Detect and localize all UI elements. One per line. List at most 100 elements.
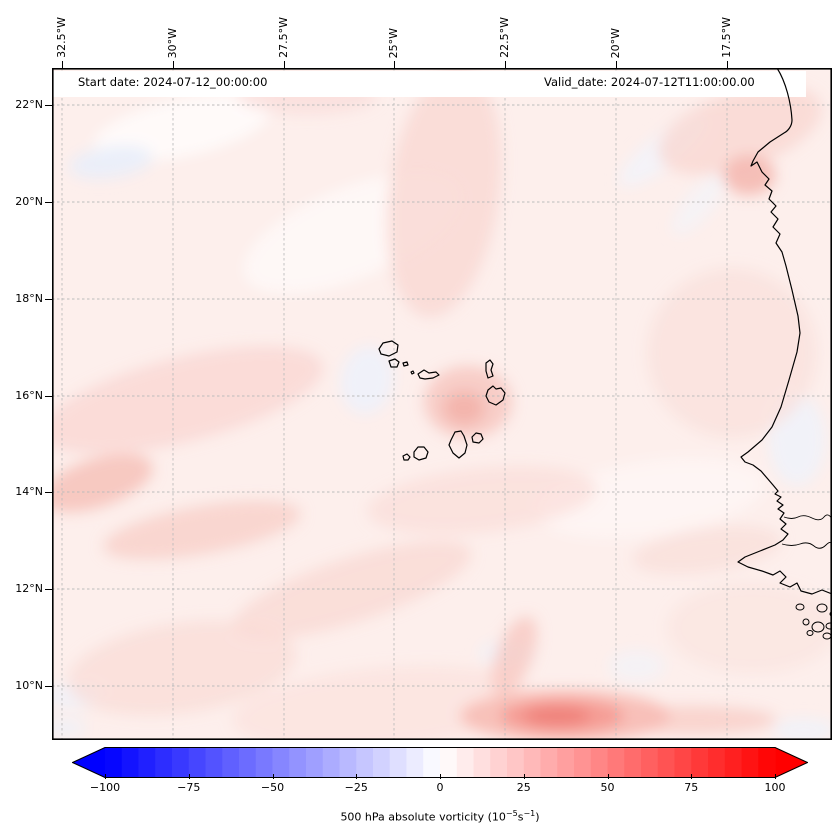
lat-tick-label: 18°N: [15, 292, 43, 305]
colorbar-segment: [523, 747, 542, 778]
colorbar-segment: [222, 747, 240, 778]
colorbar-tick-label: −75: [177, 781, 201, 794]
colorbar-label-suffix: ): [535, 810, 540, 824]
lat-tick-label: 12°N: [15, 582, 43, 595]
cape-verde-island-outline: [417, 369, 440, 380]
vorticity-blob: [67, 620, 297, 716]
colorbar-tick-mark: [607, 774, 609, 779]
colorbar-segment: [490, 747, 508, 778]
colorbar-segment: [406, 747, 424, 778]
colorbar-segment: [691, 747, 709, 778]
colorbar-segment: [255, 747, 274, 778]
lat-tick-label: 22°N: [15, 98, 43, 111]
colorbar-segment: [155, 747, 173, 778]
lon-tick-label: 17.5°W: [720, 17, 733, 58]
vorticity-blob: [52, 346, 324, 454]
lat-tick-label: 20°N: [15, 195, 43, 208]
colorbar-tick-label: 0: [436, 781, 444, 794]
colorbar-segment: [389, 747, 408, 778]
cape-verde-island-outline: [448, 430, 468, 459]
bijagos-island-outline: [825, 622, 832, 630]
colorbar-tick-mark: [272, 774, 274, 779]
bijagos-island-outline: [806, 630, 814, 636]
vorticity-blob: [103, 500, 301, 560]
vorticity-blob: [723, 155, 775, 195]
vorticity-blob: [340, 346, 394, 414]
start-date-annotation: Start date: 2024-07-12_00:00:00: [78, 75, 268, 89]
colorbar-segment: [356, 747, 374, 778]
colorbar-segment: [456, 747, 475, 778]
colorbar-segment: [741, 747, 759, 778]
colorbar-tick-label: −50: [260, 781, 285, 794]
colorbar-segment: [289, 747, 307, 778]
colorbar-tick-mark: [691, 774, 693, 779]
colorbar-segment: [540, 747, 558, 778]
vorticity-blob: [69, 145, 153, 179]
colorbar-segment: [138, 747, 156, 778]
colorbar-tick-mark: [356, 774, 358, 779]
river-line: [783, 514, 832, 521]
vorticity-blob: [524, 706, 590, 726]
colorbar-tick-label: 100: [764, 781, 786, 794]
colorbar-segment: [641, 747, 659, 778]
colorbar-segment: [473, 747, 491, 778]
cape-verde-island-outline: [388, 358, 400, 368]
vorticity-blob: [93, 94, 271, 162]
colorbar-segment: [121, 747, 140, 778]
cape-verde-island-outline: [402, 453, 411, 461]
lon-tick-label: 20°W: [609, 27, 622, 58]
colorbar-segment: [339, 747, 357, 778]
vorticity-blob: [609, 650, 665, 682]
colorbar-left-arrow: [72, 747, 105, 778]
africa-coastline: [737, 68, 832, 595]
vorticity-blob: [386, 68, 502, 318]
lon-tick-mark: [284, 61, 285, 68]
bijagos-island-outline: [811, 621, 825, 633]
vorticity-blob: [537, 457, 767, 539]
vorticity-blob: [658, 85, 822, 175]
colorbar-label-exp2: −1: [523, 809, 536, 818]
colorbar-segment: [574, 747, 592, 778]
colorbar-tick-mark: [523, 774, 525, 779]
lat-tick-mark: [45, 299, 52, 300]
cape-verde-island-outline: [410, 370, 415, 375]
colorbar-segment: [724, 747, 743, 778]
colorbar-segment: [590, 747, 609, 778]
vorticity-blob: [672, 171, 728, 235]
colorbar-segment: [624, 747, 642, 778]
lat-tick-mark: [45, 202, 52, 203]
bijagos-island-outline: [816, 603, 828, 613]
colorbar-tick-mark: [105, 774, 106, 779]
cape-verde-island-outline: [402, 361, 409, 367]
lon-tick-mark: [616, 61, 617, 68]
colorbar-segment: [272, 747, 290, 778]
lon-tick-label: 32.5°W: [55, 17, 68, 58]
vorticity-blob: [52, 718, 86, 738]
vorticity-shading: [52, 68, 832, 740]
vorticity-blob: [367, 465, 597, 535]
graticule-gridlines: [52, 68, 832, 740]
lat-tick-label: 14°N: [15, 485, 43, 498]
colorbar-label-mid: s: [517, 810, 524, 824]
lon-tick-mark: [505, 61, 506, 68]
colorbar-segment: [205, 747, 223, 778]
colorbar-segment: [423, 747, 441, 778]
vorticity-blob: [772, 719, 832, 740]
lon-tick-mark: [394, 61, 395, 68]
title-band: [52, 71, 806, 97]
colorbar-segment: [322, 747, 341, 778]
map-plot-area: Start date: 2024-07-12_00:00:00 Valid_da…: [52, 68, 832, 740]
valid-date-annotation: Valid_date: 2024-07-12T11:00:00.00: [544, 75, 755, 89]
cape-verde-island-outline: [471, 432, 484, 444]
colorbar-tick-label: −100: [89, 781, 121, 794]
lon-tick-label: 27.5°W: [277, 17, 290, 58]
vorticity-blob: [667, 583, 832, 673]
colorbar-segment: [607, 747, 625, 778]
colorbar-segment: [105, 747, 123, 778]
colorbar-right-arrow: [775, 747, 808, 778]
cape-verde-island-outline: [413, 446, 429, 461]
cape-verde-island-outline: [378, 340, 399, 357]
lat-tick-label: 16°N: [15, 389, 43, 402]
colorbar-segment: [507, 747, 525, 778]
